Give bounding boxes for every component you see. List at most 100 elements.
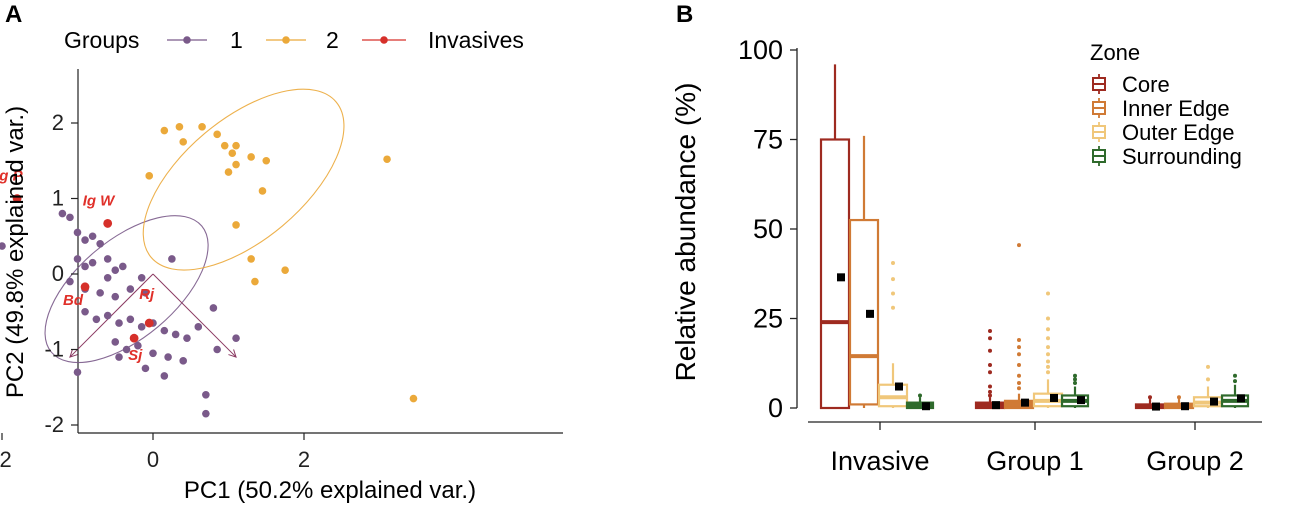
point-1-4 [88,232,97,241]
point-1-8 [88,258,97,267]
point-1-42 [202,391,210,399]
outlier-0 [1046,291,1050,296]
point-2-6 [232,141,240,150]
outlier-0 [891,261,895,266]
legend-item-invasives: Invasives [362,27,524,53]
outlier-0 [1148,395,1152,400]
point-1-26 [171,330,180,339]
box-surrounding-group-1 [1060,373,1090,408]
mean-marker [1077,396,1085,405]
outlier-4 [1046,345,1050,350]
point-1-0 [58,209,67,218]
outlier-3 [1046,336,1050,341]
point-2-3 [198,122,206,131]
outlier-6 [1046,359,1050,364]
outlier-3 [891,305,895,310]
outlier-3 [988,363,992,368]
box-inner-edge-group-2 [1163,395,1195,411]
point-2-12 [145,172,154,180]
point-1-3 [81,236,89,244]
point-1-17 [141,289,150,297]
point-1-30 [134,341,142,350]
x-category-label: Group 1 [986,446,1084,476]
scatter-x-title: PC1 (50.2% explained var.) [184,477,476,504]
legend-label-group2: 2 [326,27,339,53]
scatter-legend: Groups 1 2 Invasives [64,27,524,53]
outlier-5 [1046,352,1050,357]
outlier-2 [1073,380,1077,385]
zone-legend-label: Inner Edge [1122,96,1230,121]
point-2-19 [409,394,418,403]
point-1-45 [0,242,6,250]
point-2-16 [251,277,259,286]
legend-item-group1: 1 [167,27,243,53]
outlier-0 [1233,373,1237,378]
loading-arrowhead-2 [228,349,237,358]
zone-legend-item-surrounding: Surrounding [1092,144,1242,169]
y-tick-label: 50 [753,214,783,244]
point-2-13 [258,187,267,195]
point-2-0 [160,126,169,135]
point-1-35 [141,364,150,373]
outlier-7 [1046,364,1050,369]
outlier-2 [1017,345,1021,350]
outlier-0 [1177,395,1181,400]
point-1-15 [111,292,120,301]
scatter-axes [77,69,563,434]
y-tick-label: 0 [768,393,783,423]
point-1-19 [92,315,101,324]
box-core-group-2 [1134,395,1166,411]
y-tick-label: 25 [753,304,783,334]
outlier-0 [1073,373,1077,378]
point-2-8 [247,153,255,161]
outlier-6 [1017,380,1021,385]
point-1-31 [149,349,157,358]
point-1-1 [66,213,74,222]
x-category-label: Invasive [830,446,929,476]
point-invasives-1 [12,194,22,203]
invasive-label-1: Ig P [0,168,24,185]
point-1-39 [213,345,221,354]
invasive-label-5: Sj [128,347,143,364]
legend-label-group1: 1 [230,27,243,53]
point-1-36 [160,372,169,380]
box-outer-edge-group-1 [1032,291,1064,408]
outlier-1 [1046,316,1050,321]
outlier-1 [1073,377,1077,382]
panel-b-label: B [676,1,693,28]
invasive-label-4: Rj [139,286,155,303]
mean-marker [922,402,930,411]
legend-label-invasives: Invasives [428,27,524,53]
outlier-0 [1206,364,1210,369]
point-2-9 [232,160,240,169]
point-1-43 [202,409,210,418]
outlier-3 [1017,352,1021,357]
legend-title: Groups [64,27,139,53]
y-tick-label: 0 [52,261,64,286]
point-1-40 [232,334,240,342]
point-1-14 [96,289,104,297]
panel-a-label: A [5,1,22,28]
x-tick-label: 0 [147,447,159,472]
point-invasives-2 [103,219,113,228]
mean-marker [1050,393,1058,402]
point-2-7 [228,149,237,157]
point-2-1 [175,122,184,131]
mean-marker [992,401,1000,410]
point-1-47 [137,273,146,282]
scatter-ellipses [44,88,345,364]
loading-arrowhead-1 [69,349,78,358]
outlier-7 [1017,386,1021,391]
outlier-4 [1017,363,1021,368]
point-1-44 [168,255,176,263]
mean-marker [1210,397,1218,406]
mean-marker [837,273,845,282]
confidence-ellipse-group-1 [44,215,209,364]
point-1-16 [126,285,135,293]
point-2-17 [281,266,289,275]
loading-arrow-2 [152,273,237,358]
point-1-34 [115,353,123,361]
